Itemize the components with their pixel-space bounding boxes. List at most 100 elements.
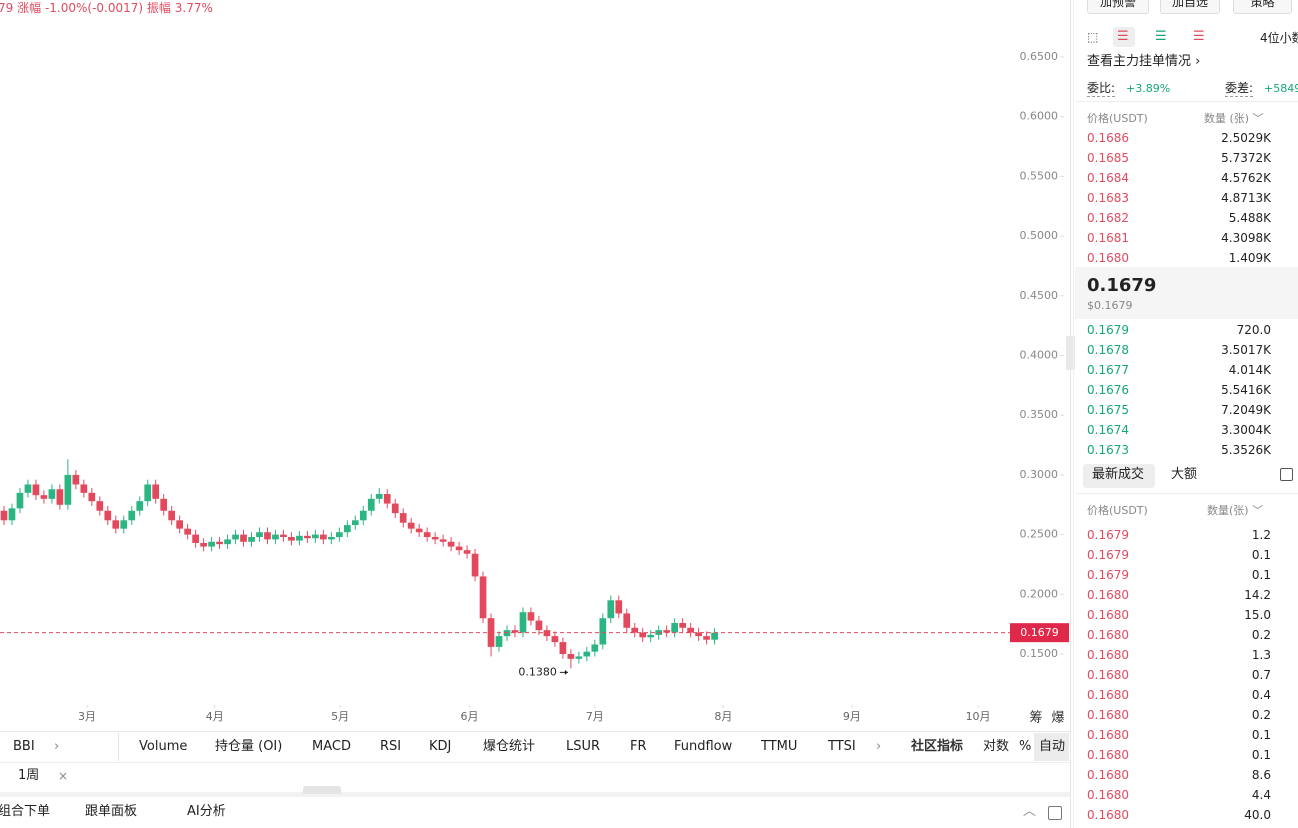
candle-body xyxy=(423,532,431,538)
ask-qty: 2.5029K xyxy=(1221,131,1271,145)
trade-price: 0.1680 xyxy=(1087,788,1129,802)
bid-price: 0.1675 xyxy=(1087,403,1129,417)
panel-button[interactable]: 策略 xyxy=(1233,0,1292,14)
candle-body xyxy=(240,534,247,542)
indicator-tab[interactable]: MACD xyxy=(312,739,351,754)
trades-tab[interactable]: 大额 xyxy=(1171,467,1198,482)
qty-header-text[interactable]: 数量 (张) xyxy=(1204,112,1250,125)
trade-qty: 1.3 xyxy=(1251,648,1271,662)
bid-qty: 3.3004K xyxy=(1221,423,1271,437)
x-tick-label: 3月 xyxy=(78,710,96,723)
active-tab-bg xyxy=(1083,464,1155,488)
ask-price: 0.1680 xyxy=(1087,251,1129,265)
candle-body xyxy=(80,484,88,493)
y-tick-label: 0.5500 xyxy=(1020,169,1059,182)
candle-body xyxy=(567,654,575,659)
candle-body xyxy=(120,520,128,529)
chevron[interactable]: › xyxy=(876,739,882,754)
indicator-tab[interactable]: LSUR xyxy=(566,739,601,754)
candle-body xyxy=(136,501,144,511)
candle-body xyxy=(439,539,447,542)
candle-body xyxy=(327,537,335,540)
amplitude-label: 振幅 xyxy=(146,1,171,15)
bid-price: 0.1677 xyxy=(1087,363,1129,377)
indicator-tab[interactable]: TTSI xyxy=(828,739,856,754)
main-orders-link[interactable]: 查看主力挂单情况 › xyxy=(1087,54,1201,69)
chart-option[interactable]: 自动 xyxy=(1039,739,1066,754)
panel-button[interactable]: 加预警 xyxy=(1087,0,1149,14)
x-tick-label: 8月 xyxy=(714,710,732,723)
candle-body xyxy=(679,622,687,628)
trade-qty: 8.6 xyxy=(1251,768,1271,782)
candle-body xyxy=(224,539,231,545)
panel-toggle[interactable] xyxy=(1066,336,1075,370)
ask-qty: 1.409K xyxy=(1228,251,1271,265)
trade-price: 0.1680 xyxy=(1087,688,1129,702)
divider xyxy=(118,733,119,761)
candle-body xyxy=(367,498,375,511)
trades-tab[interactable]: 最新成交 xyxy=(1092,467,1145,482)
indicator-tab[interactable]: 持仓量 (OI) xyxy=(215,739,283,754)
chart-option[interactable]: % xyxy=(1019,739,1032,754)
indicator-tab[interactable]: TTMU xyxy=(761,739,798,754)
candle-body xyxy=(8,508,16,521)
trade-price: 0.1680 xyxy=(1087,628,1129,642)
view-icon[interactable]: ☰ xyxy=(1155,29,1167,44)
y-tick-label: 0.3500 xyxy=(1020,408,1059,421)
candle-body xyxy=(495,636,503,647)
candle-body xyxy=(296,535,303,541)
trade-qty: 0.1 xyxy=(1251,748,1271,762)
chart-option[interactable]: 对数 xyxy=(983,739,1010,754)
view-icon[interactable]: ☰ xyxy=(1193,29,1205,44)
collapse-icon[interactable]: ︿ xyxy=(1023,804,1037,819)
candle-body xyxy=(591,644,599,652)
checkbox[interactable] xyxy=(1280,468,1293,481)
candle-body xyxy=(471,553,479,577)
bottom-tab[interactable]: 组合下单 xyxy=(0,804,51,819)
close-tab[interactable]: × xyxy=(58,769,69,783)
x-tick-label: 5月 xyxy=(331,710,349,723)
trade-qty-header[interactable]: 数量(张) ﹀ xyxy=(1207,504,1264,517)
candle-body xyxy=(280,534,287,538)
decimals[interactable]: 4位小数 xyxy=(1260,31,1298,45)
view-icon[interactable]: ☰ xyxy=(1117,29,1129,44)
indicator-tab[interactable]: KDJ xyxy=(429,739,452,754)
trade-price: 0.1679 xyxy=(1087,568,1129,582)
min-arrowhead xyxy=(564,669,568,675)
bid-price: 0.1678 xyxy=(1087,343,1129,357)
main-orders-text[interactable]: 查看主力挂单情况 xyxy=(1087,54,1192,69)
min-label: 0.1380 xyxy=(518,665,557,678)
indicator-tab[interactable]: BBI xyxy=(13,739,35,754)
candle-body xyxy=(463,550,471,554)
active-option-bg xyxy=(1034,733,1069,761)
toolbar-icons[interactable]: ⬚ xyxy=(1087,30,1099,44)
amplitude-value: 3.77% xyxy=(174,1,213,15)
trade-qty-text[interactable]: 数量(张) xyxy=(1207,504,1249,517)
panel-button[interactable]: 加自选 xyxy=(1160,0,1220,14)
indicator-tab[interactable]: Volume xyxy=(139,739,188,754)
candle-body xyxy=(711,632,718,640)
trade-qty: 0.1 xyxy=(1251,548,1271,562)
last-price-box xyxy=(1010,623,1069,643)
splitter-handle[interactable] xyxy=(303,786,341,794)
ask-qty: 5.488K xyxy=(1228,211,1271,225)
indicator-tab[interactable]: Fundflow xyxy=(674,739,733,754)
expand-icon[interactable] xyxy=(1048,806,1062,820)
indicator-tab[interactable]: RSI xyxy=(380,739,402,754)
candle-body xyxy=(447,541,455,547)
indicator-tab[interactable]: 爆仓统计 xyxy=(483,739,536,754)
bottom-tab[interactable]: AI分析 xyxy=(187,804,226,819)
splitter[interactable] xyxy=(0,792,1070,797)
trade-qty: 0.1 xyxy=(1251,728,1271,742)
period-tab[interactable]: 1周 xyxy=(18,768,40,783)
bottom-tab[interactable]: 跟单面板 xyxy=(85,804,138,819)
community-indicators[interactable]: 社区指标 xyxy=(911,739,964,754)
active-view-bg xyxy=(1113,27,1135,47)
chevron[interactable]: › xyxy=(54,739,60,754)
candle-body xyxy=(288,537,295,541)
qty-header[interactable]: 数量 (张) ﹀ xyxy=(1204,112,1264,125)
candle-body xyxy=(112,520,120,529)
candle-body xyxy=(343,525,351,533)
indicator-tab[interactable]: FR xyxy=(630,739,647,754)
